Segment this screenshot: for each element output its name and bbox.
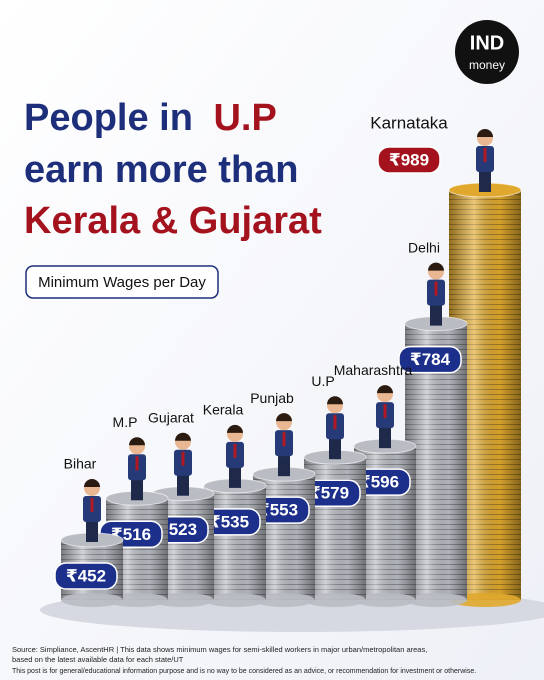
value-label: ₹579 (309, 484, 349, 503)
value-badge (398, 345, 462, 374)
source: based on the latest available data for e… (12, 655, 184, 664)
legs (229, 465, 241, 488)
person (174, 432, 192, 496)
legs (278, 454, 290, 477)
title-part: earn more than (24, 149, 299, 191)
hair (175, 432, 191, 441)
legs (177, 473, 189, 496)
hair (477, 129, 493, 137)
person (326, 396, 344, 460)
value-label: ₹452 (66, 566, 106, 585)
title-part: Kerala & Gujarat (24, 200, 322, 242)
tie (233, 443, 237, 458)
tie (181, 451, 185, 466)
tie (483, 148, 487, 162)
person (376, 385, 394, 449)
logo-text: IND (470, 32, 504, 54)
person (427, 262, 445, 326)
value-label: ₹535 (209, 512, 249, 531)
title-part: People in (24, 97, 193, 139)
hair (129, 437, 145, 446)
tie (135, 456, 139, 471)
coin-bottom (61, 593, 123, 607)
value-badge (54, 562, 118, 590)
category-label: U.P (311, 373, 334, 389)
tie (90, 498, 94, 512)
value-badge (377, 146, 441, 174)
value-label: ₹989 (389, 150, 429, 169)
disclaimer: This post is for general/educational inf… (12, 668, 476, 675)
legs (430, 303, 442, 326)
hair (84, 479, 100, 487)
subtitle-box (25, 265, 219, 299)
legs (479, 170, 491, 192)
category-label: Kerala (203, 402, 244, 418)
title: People in U.P (24, 97, 277, 139)
chart: ₹989 Karnataka ₹784 Delhi ₹596 Maharashtra ₹57… (54, 113, 522, 607)
logo (455, 20, 519, 84)
coin-bottom (204, 593, 266, 607)
person (83, 479, 101, 542)
subtitle: Minimum Wages per Day (38, 274, 206, 291)
logo-subtext: money (469, 58, 505, 72)
hair (377, 385, 393, 394)
hair (428, 262, 444, 271)
hair (327, 396, 343, 405)
tie (333, 415, 337, 430)
person (275, 413, 293, 477)
value-label: ₹784 (410, 350, 451, 369)
hair (227, 424, 243, 433)
coin-bottom (354, 593, 416, 607)
source: Source: Simpliance, AscentHR | This data… (12, 645, 427, 654)
category-label: Delhi (408, 239, 440, 255)
title-part: U.P (213, 97, 276, 139)
person (226, 424, 244, 488)
tie (282, 432, 286, 447)
coin-bottom (253, 593, 315, 607)
value-label: ₹553 (258, 501, 298, 520)
tie (383, 404, 387, 419)
coin-bottom (304, 593, 366, 607)
coin-bottom (405, 593, 467, 607)
person (476, 129, 494, 192)
legs (379, 426, 391, 449)
category-label: Bihar (64, 456, 97, 472)
coin-shade (204, 485, 266, 600)
category-label: Punjab (250, 390, 294, 406)
tie (434, 281, 438, 296)
value-label: ₹596 (359, 473, 399, 492)
person (128, 437, 146, 501)
category-label: Maharashtra (334, 362, 413, 378)
category-label: Gujarat (148, 409, 194, 425)
hair (276, 413, 292, 422)
category-label: Karnataka (370, 113, 448, 132)
legs (329, 437, 341, 460)
category-label: M.P (113, 414, 138, 430)
legs (86, 520, 98, 542)
legs (131, 478, 143, 501)
